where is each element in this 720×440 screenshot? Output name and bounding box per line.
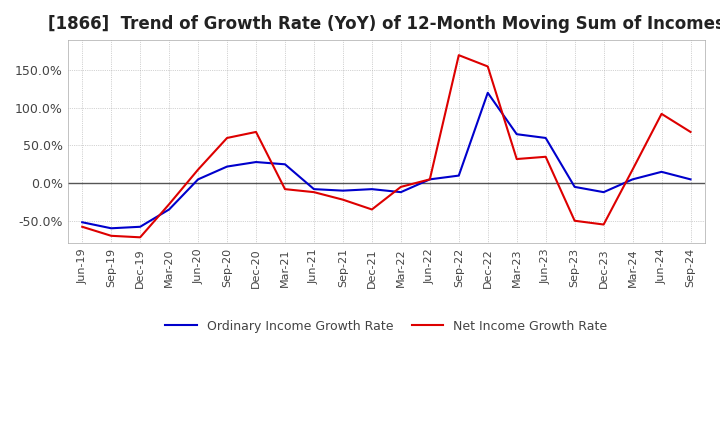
Ordinary Income Growth Rate — [513, 132, 521, 137]
Line: Net Income Growth Rate: Net Income Growth Rate — [82, 55, 690, 237]
Ordinary Income Growth Rate — [310, 187, 318, 192]
Net Income Growth Rate — [310, 190, 318, 195]
Ordinary Income Growth Rate — [194, 177, 202, 182]
Net Income Growth Rate — [222, 136, 231, 141]
Net Income Growth Rate — [570, 218, 579, 224]
Ordinary Income Growth Rate — [252, 159, 261, 165]
Net Income Growth Rate — [426, 177, 434, 182]
Title: [1866]  Trend of Growth Rate (YoY) of 12-Month Moving Sum of Incomes: [1866] Trend of Growth Rate (YoY) of 12-… — [48, 15, 720, 33]
Net Income Growth Rate — [599, 222, 608, 227]
Net Income Growth Rate — [165, 202, 174, 207]
Ordinary Income Growth Rate — [281, 161, 289, 167]
Net Income Growth Rate — [629, 167, 637, 172]
Net Income Growth Rate — [281, 187, 289, 192]
Ordinary Income Growth Rate — [107, 226, 115, 231]
Net Income Growth Rate — [368, 207, 377, 212]
Ordinary Income Growth Rate — [686, 177, 695, 182]
Net Income Growth Rate — [513, 156, 521, 161]
Ordinary Income Growth Rate — [629, 177, 637, 182]
Net Income Growth Rate — [107, 233, 115, 238]
Ordinary Income Growth Rate — [570, 184, 579, 190]
Ordinary Income Growth Rate — [78, 220, 86, 225]
Net Income Growth Rate — [454, 52, 463, 58]
Ordinary Income Growth Rate — [136, 224, 145, 229]
Ordinary Income Growth Rate — [338, 188, 347, 193]
Net Income Growth Rate — [541, 154, 550, 159]
Ordinary Income Growth Rate — [599, 190, 608, 195]
Net Income Growth Rate — [483, 64, 492, 69]
Ordinary Income Growth Rate — [426, 177, 434, 182]
Ordinary Income Growth Rate — [454, 173, 463, 178]
Ordinary Income Growth Rate — [483, 90, 492, 95]
Ordinary Income Growth Rate — [165, 207, 174, 212]
Ordinary Income Growth Rate — [657, 169, 666, 175]
Ordinary Income Growth Rate — [222, 164, 231, 169]
Net Income Growth Rate — [338, 197, 347, 202]
Net Income Growth Rate — [136, 235, 145, 240]
Legend: Ordinary Income Growth Rate, Net Income Growth Rate: Ordinary Income Growth Rate, Net Income … — [161, 315, 612, 337]
Line: Ordinary Income Growth Rate: Ordinary Income Growth Rate — [82, 93, 690, 228]
Ordinary Income Growth Rate — [397, 190, 405, 195]
Net Income Growth Rate — [657, 111, 666, 117]
Ordinary Income Growth Rate — [368, 187, 377, 192]
Net Income Growth Rate — [686, 129, 695, 135]
Net Income Growth Rate — [397, 184, 405, 190]
Net Income Growth Rate — [194, 167, 202, 172]
Net Income Growth Rate — [252, 129, 261, 135]
Net Income Growth Rate — [78, 224, 86, 229]
Ordinary Income Growth Rate — [541, 136, 550, 141]
